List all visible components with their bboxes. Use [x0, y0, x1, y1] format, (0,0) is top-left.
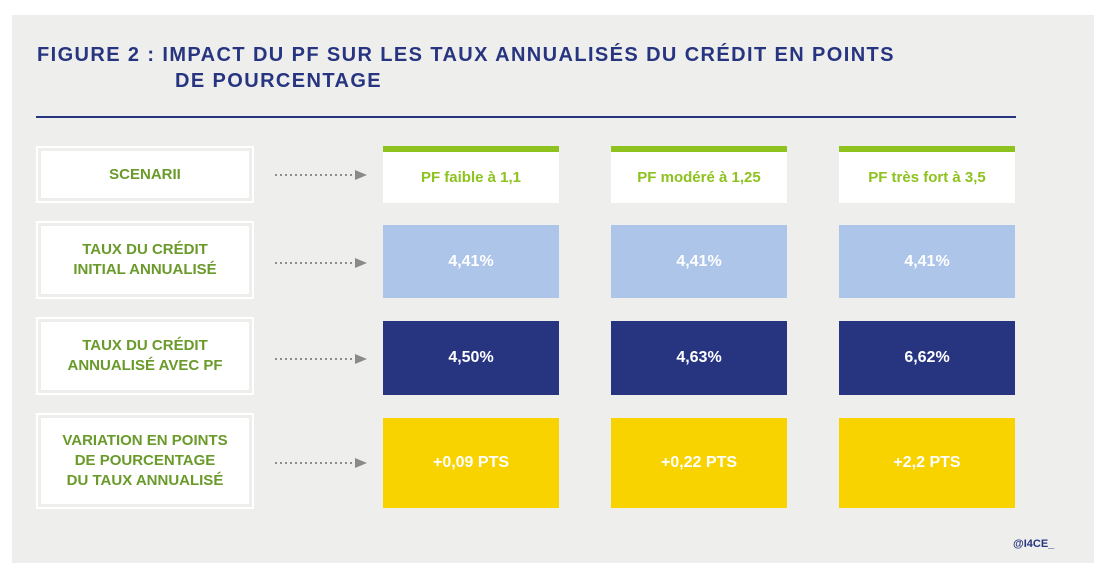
figure-title-line-2: DE POURCENTAGE: [175, 70, 383, 92]
pf-rate-cell: 4,50%: [383, 321, 559, 395]
row-label-taux-avec-pf: TAUX DU CRÉDIT ANNUALISÉ AVEC PF: [36, 317, 254, 395]
figure-title-line-1: FIGURE 2 : IMPACT DU PF SUR LES TAUX ANN…: [37, 44, 895, 66]
row-label-variation: VARIATION EN POINTS DE POURCENTAGE DU TA…: [36, 413, 254, 509]
initial-rate-cell: 4,41%: [383, 225, 559, 298]
row-label-text: SCENARII: [109, 165, 181, 183]
title-divider: [36, 116, 1016, 118]
variation-cell: +0,22 PTS: [611, 418, 787, 508]
row-label-scenarii: SCENARII: [36, 146, 254, 203]
row-label-taux-initial: TAUX DU CRÉDIT INITIAL ANNUALISÉ: [36, 221, 254, 299]
dotted-arrow-icon: [275, 458, 367, 468]
scenario-cell-tres-fort: PF très fort à 3,5: [839, 146, 1015, 203]
pf-rate-cell: 6,62%: [839, 321, 1015, 395]
row-label-text: VARIATION EN POINTS DE POURCENTAGE DU TA…: [62, 432, 228, 489]
initial-rate-cell: 4,41%: [611, 225, 787, 298]
variation-cell: +0,09 PTS: [383, 418, 559, 508]
row-label-text: TAUX DU CRÉDIT ANNUALISÉ AVEC PF: [67, 337, 223, 374]
source-credit: @I4CE_: [1013, 538, 1055, 550]
scenario-cell-faible: PF faible à 1,1: [383, 146, 559, 203]
dotted-arrow-icon: [275, 258, 367, 268]
scenario-cell-modere: PF modéré à 1,25: [611, 146, 787, 203]
dotted-arrow-icon: [275, 170, 367, 180]
dotted-arrow-icon: [275, 354, 367, 364]
initial-rate-cell: 4,41%: [839, 225, 1015, 298]
row-label-text: TAUX DU CRÉDIT INITIAL ANNUALISÉ: [73, 241, 217, 278]
pf-rate-cell: 4,63%: [611, 321, 787, 395]
figure-panel: FIGURE 2 : IMPACT DU PF SUR LES TAUX ANN…: [12, 15, 1094, 563]
figure-title: FIGURE 2 : IMPACT DU PF SUR LES TAUX ANN…: [37, 42, 895, 94]
variation-cell: +2,2 PTS: [839, 418, 1015, 508]
